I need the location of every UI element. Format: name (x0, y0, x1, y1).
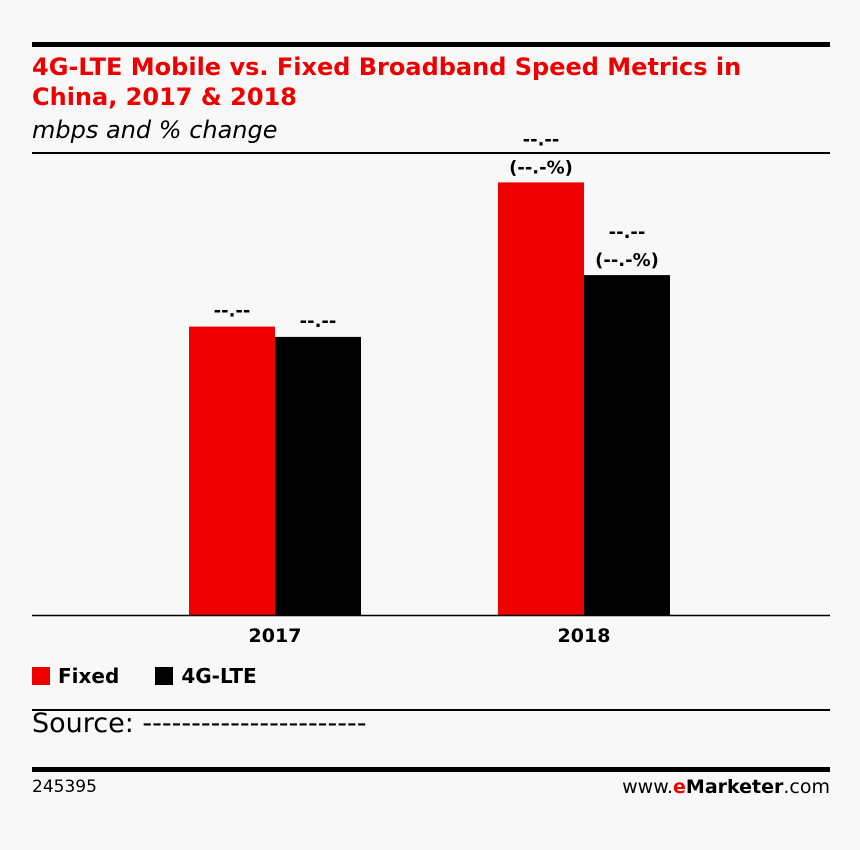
value-label: --.-- (523, 129, 560, 150)
x-tick-label: 2018 (558, 625, 611, 647)
chart-title: 4G-LTE Mobile vs. Fixed Broadband Speed … (32, 53, 742, 111)
chart-subtitle: mbps and % change (32, 116, 278, 144)
change-label: (--.-%) (595, 250, 659, 271)
bar-4g-lte-2018 (584, 275, 670, 615)
chart-id: 245395 (32, 777, 97, 797)
x-tick-label: 2017 (249, 625, 302, 647)
legend-swatch-4g-lte (155, 667, 174, 685)
legend: Fixed 4G-LTE (32, 664, 257, 688)
footer-rule (32, 767, 830, 772)
brand-e: e (673, 776, 686, 798)
change-label: (--.-%) (509, 157, 573, 178)
brand-prefix: www. (622, 776, 674, 798)
value-label: --.-- (214, 301, 251, 322)
source-note: Source: ----------------------- (32, 708, 367, 739)
bar-fixed-2017 (189, 326, 275, 615)
bar-fixed-2018 (498, 182, 584, 615)
value-label: --.-- (609, 222, 646, 243)
value-label: --.-- (300, 311, 337, 332)
brand-name: Marketer (685, 776, 784, 798)
top-rule (32, 42, 830, 47)
brand-suffix: .com (783, 776, 830, 798)
subtitle-rule (32, 152, 830, 154)
brand-link[interactable]: www.eMarketer.com (622, 776, 830, 798)
legend-rule (32, 709, 830, 711)
legend-label-fixed: Fixed (58, 664, 120, 688)
bar-4g-lte-2017 (275, 336, 361, 615)
legend-swatch-fixed (32, 667, 50, 685)
bar-chart: --.-- --.-- 2017 --.-- (--.-%) --.-- (--.-%) 20… (32, 129, 830, 647)
legend-label-4g-lte: 4G-LTE (181, 664, 257, 688)
legend-item-4g-lte: 4G-LTE (155, 664, 257, 688)
legend-item-fixed: Fixed (32, 664, 119, 688)
